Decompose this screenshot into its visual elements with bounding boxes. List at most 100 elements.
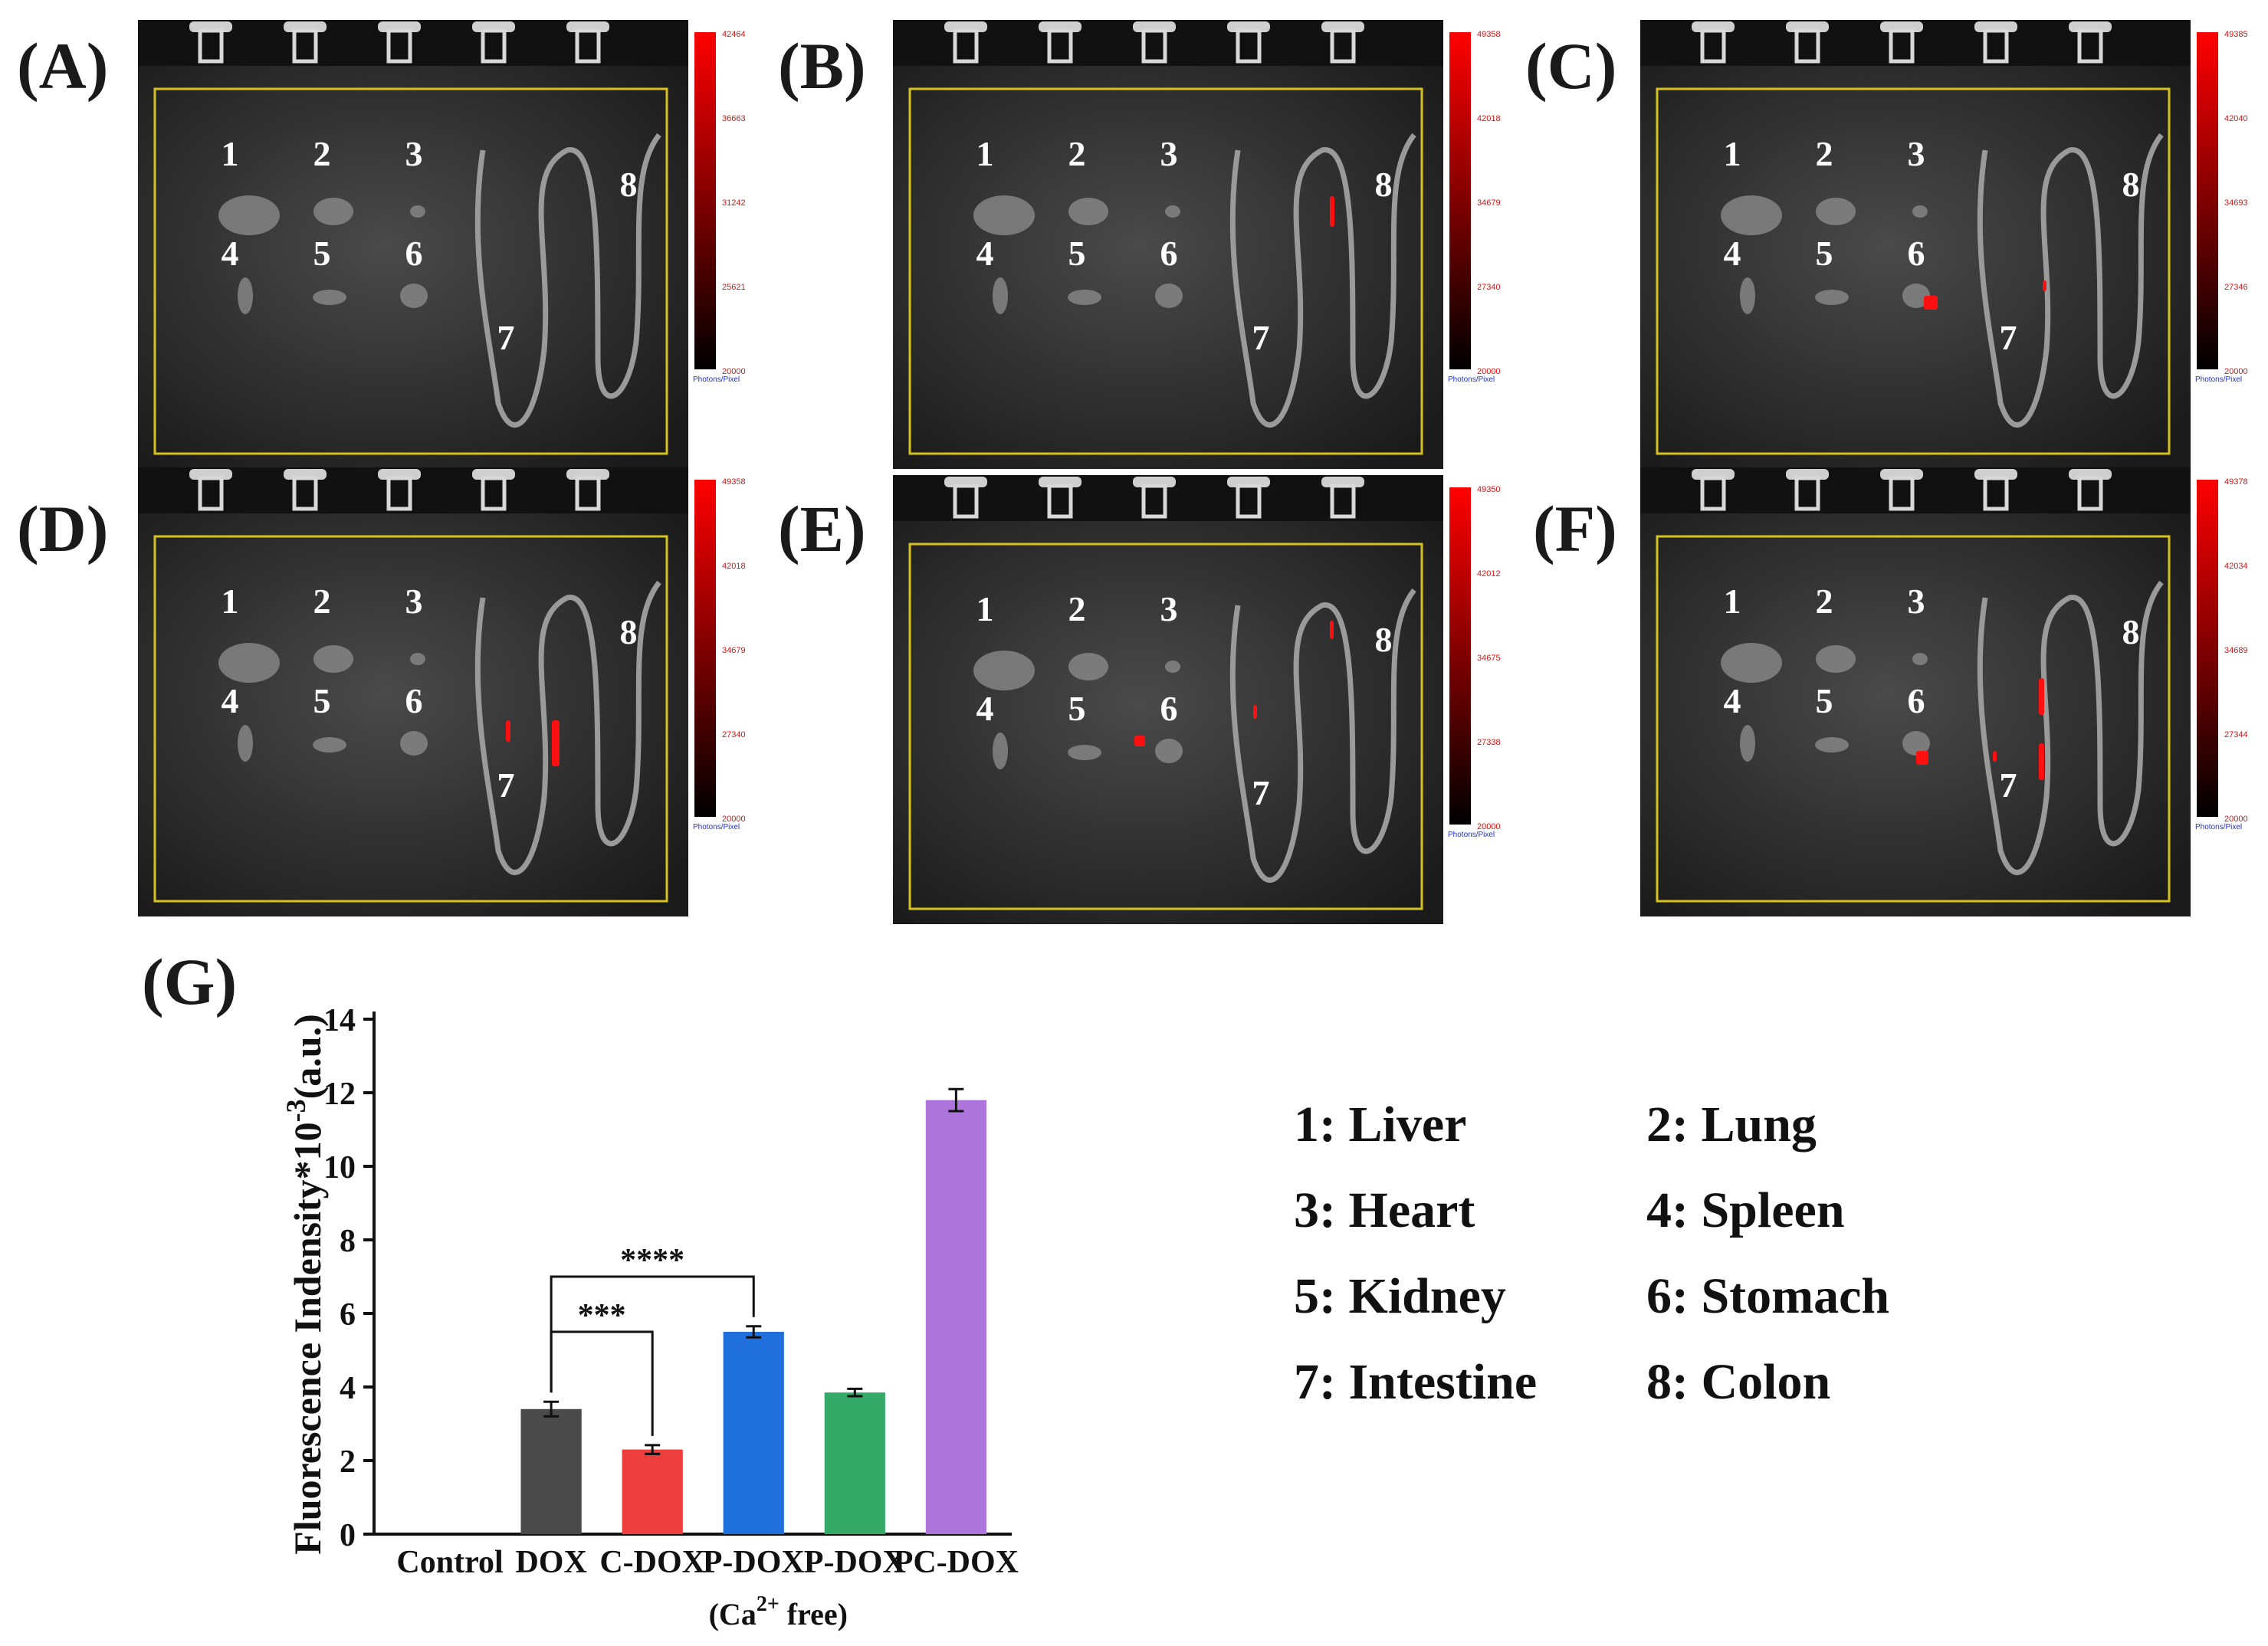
fluorescence-spot [1253, 705, 1257, 719]
scale-unit: Photons/Pixel [693, 823, 740, 831]
panel-f-label: (F) [1533, 492, 1617, 566]
y-tick-label: 8 [340, 1224, 356, 1259]
organ-number: 2 [313, 134, 331, 173]
scale-gradient [1449, 32, 1471, 369]
scale-tick-label: 20000 [722, 367, 746, 376]
organ-number: 1 [976, 589, 994, 628]
significance-label: **** [620, 1243, 684, 1278]
organ-number: 2 [1068, 134, 1086, 173]
clip-icon [1039, 477, 1081, 519]
error-bar [645, 1444, 661, 1455]
organ-tissue [993, 733, 1008, 769]
organ-tissue [313, 198, 353, 225]
clip-icon [1039, 21, 1081, 64]
organ-number: 5 [313, 681, 331, 720]
intestine-tissue [1229, 133, 1416, 428]
fluorescence-spot [2043, 280, 2046, 291]
scale-tick-label: 25621 [722, 283, 746, 292]
bar [622, 1449, 683, 1534]
clip-icon [189, 469, 232, 511]
organ-tissue [313, 645, 353, 673]
organ-tissue [1912, 653, 1928, 665]
scale-tick-label: 42040 [2224, 114, 2248, 123]
fluorescence-spot [1924, 296, 1938, 310]
organ-number: 2 [1068, 589, 1086, 628]
organ-number: 6 [1160, 234, 1178, 273]
x-tick-sublabel: (Ca2+ free) [709, 1592, 848, 1631]
organ-tissue [1068, 198, 1108, 225]
scale-tick-label: 34675 [1477, 654, 1501, 663]
organ-tissue [1068, 290, 1101, 305]
panel-b-label: (B) [778, 29, 866, 103]
clip-icon [1321, 21, 1364, 64]
clip-icon [378, 21, 421, 64]
y-tick-label: 4 [340, 1371, 356, 1406]
organ-tissue [973, 651, 1035, 690]
organ-number: 1 [1724, 134, 1741, 173]
error-bar [948, 1087, 964, 1113]
color-scale: 49385 42040 34693 27346 20000 Photons/Pixel [2194, 28, 2268, 399]
color-scale: 49358 42018 34679 27340 20000 Photons/Pixel [1446, 28, 1523, 399]
scale-tick-label: 20000 [722, 815, 746, 824]
clip-icon [1227, 21, 1270, 64]
scale-tick-label: 27340 [1477, 283, 1501, 292]
organ-number: 4 [222, 681, 239, 720]
clip-icon [189, 21, 232, 64]
imaging-photo: 1 2 3 4 5 6 7 8 [893, 20, 1443, 469]
x-tick-label: P-DOX [703, 1545, 805, 1580]
scale-tick-label: 27346 [2224, 283, 2248, 292]
organ-number: 4 [1724, 681, 1741, 720]
scale-tick-label: 34693 [2224, 198, 2248, 208]
organ-number: 7 [2000, 318, 2017, 357]
organ-number: 3 [405, 582, 423, 621]
organ-number: 6 [1160, 689, 1178, 728]
scale-unit: Photons/Pixel [2195, 375, 2242, 384]
bar [520, 1408, 582, 1534]
scale-tick-label: 34679 [722, 646, 746, 655]
organ-number: 5 [313, 234, 331, 273]
clip-icon [1692, 21, 1735, 64]
color-scale: 42464 36663 31242 25621 20000 Photons/Pixel [691, 28, 768, 399]
roi-box [153, 535, 668, 903]
organ-tissue [238, 277, 253, 314]
fluorescence-spot [1916, 751, 1928, 765]
scale-gradient [2197, 480, 2218, 817]
scale-tick-label: 49358 [722, 477, 746, 487]
clip-icon [1786, 469, 1829, 511]
organ-tissue [218, 195, 280, 235]
roi-box [153, 87, 668, 455]
y-tick-label: 10 [323, 1150, 356, 1185]
y-tick-label: 6 [340, 1297, 356, 1333]
clip-icon [1880, 469, 1923, 511]
x-tick-label: Control [396, 1545, 503, 1580]
legend-item: 7: Intestine [1294, 1354, 1538, 1410]
organ-number: 8 [1375, 620, 1393, 659]
scale-tick-label: 49378 [2224, 477, 2248, 487]
organ-tissue [973, 195, 1035, 235]
scale-tick-label: 20000 [2224, 367, 2248, 376]
organ-number: 5 [1068, 234, 1086, 273]
legend-item: 2: Lung [1646, 1097, 1817, 1153]
clip-icon [2069, 21, 2112, 64]
organ-number: 2 [1816, 134, 1833, 173]
fluorescence-spot [1330, 196, 1334, 227]
significance-bracket [550, 1330, 654, 1436]
scale-unit: Photons/Pixel [1448, 375, 1495, 384]
clip-icon [284, 21, 327, 64]
clip-icon [566, 21, 609, 64]
significance-label: *** [578, 1298, 626, 1333]
organ-number: 1 [222, 134, 239, 173]
organ-number: 6 [405, 234, 423, 273]
organ-tissue [1815, 290, 1849, 305]
panel-e-label: (E) [778, 492, 866, 566]
scale-unit: Photons/Pixel [1448, 831, 1495, 839]
clip-icon [378, 469, 421, 511]
organ-number: 3 [405, 134, 423, 173]
intestine-tissue [1977, 580, 2164, 875]
organ-tissue [1165, 661, 1180, 673]
clip-icon [1133, 21, 1176, 64]
clip-icon [1786, 21, 1829, 64]
scale-tick-label: 42034 [2224, 562, 2248, 571]
fluorescence-spot [2039, 743, 2044, 780]
